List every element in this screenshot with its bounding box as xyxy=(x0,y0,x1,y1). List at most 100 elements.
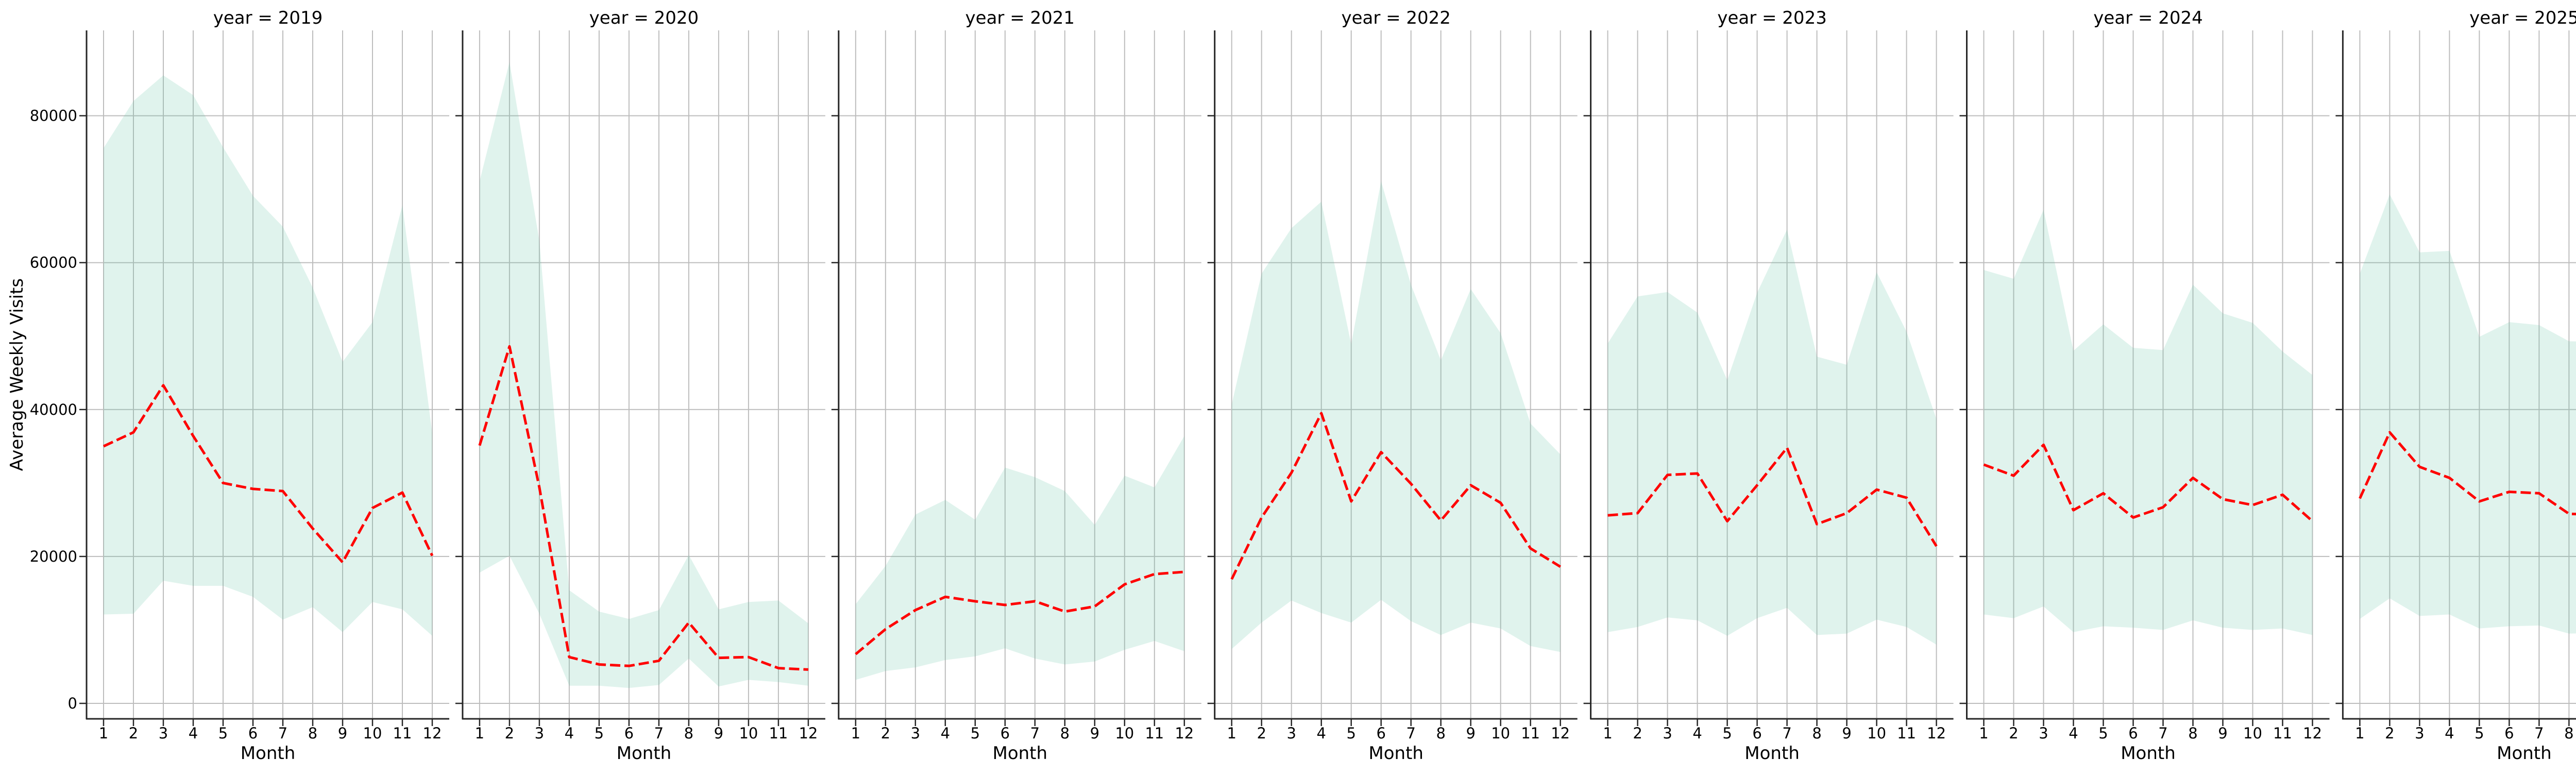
x-tick-label: 9 xyxy=(1090,725,1099,742)
x-tick-label: 6 xyxy=(1752,725,1761,742)
x-tick-label: 12 xyxy=(1175,725,1194,742)
percentile-band xyxy=(479,62,808,688)
x-tick-label: 5 xyxy=(971,725,980,742)
panel-title: year = 2020 xyxy=(589,8,699,28)
x-tick-label: 7 xyxy=(2534,725,2544,742)
panel-title: year = 2023 xyxy=(1717,8,1826,28)
percentile-band xyxy=(104,75,432,636)
x-tick-label: 10 xyxy=(2243,725,2262,742)
x-tick-label: 2 xyxy=(505,725,514,742)
x-tick-label: 9 xyxy=(1466,725,1475,742)
x-tick-label: 1 xyxy=(851,725,860,742)
median-line xyxy=(478,345,809,671)
x-tick-label: 6 xyxy=(1001,725,1010,742)
percentile-band xyxy=(1607,229,1937,645)
panel-title: year = 2025 xyxy=(2469,8,2576,28)
x-tick-label: 5 xyxy=(1346,725,1355,742)
median-line xyxy=(2359,431,2576,516)
x-tick-label: 3 xyxy=(2039,725,2048,742)
y-tick-label: 0 xyxy=(68,695,77,712)
x-tick-label: 4 xyxy=(2445,725,2454,742)
x-axis-label: Month xyxy=(2497,743,2552,764)
x-tick-label: 7 xyxy=(1030,725,1040,742)
x-tick-label: 7 xyxy=(654,725,664,742)
y-axis-label: Average Weekly Visits xyxy=(7,278,27,471)
x-tick-label: 3 xyxy=(159,725,168,742)
x-tick-label: 9 xyxy=(338,725,347,742)
x-tick-label: 1 xyxy=(1979,725,1988,742)
x-tick-label: 1 xyxy=(99,725,108,742)
x-tick-label: 11 xyxy=(2273,725,2292,742)
percentile-band xyxy=(2360,194,2576,634)
x-tick-label: 3 xyxy=(911,725,920,742)
x-tick-label: 11 xyxy=(1521,725,1540,742)
x-tick-label: 3 xyxy=(535,725,544,742)
x-tick-label: 8 xyxy=(308,725,317,742)
x-tick-label: 9 xyxy=(714,725,723,742)
x-tick-label: 2 xyxy=(1633,725,1642,742)
x-tick-label: 11 xyxy=(1145,725,1164,742)
x-tick-label: 5 xyxy=(595,725,604,742)
panel-title: year = 2021 xyxy=(965,8,1075,28)
x-tick-label: 11 xyxy=(1897,725,1916,742)
x-tick-label: 4 xyxy=(565,725,574,742)
x-tick-label: 2 xyxy=(129,725,138,742)
x-tick-label: 4 xyxy=(189,725,198,742)
x-tick-label: 1 xyxy=(1227,725,1236,742)
median-line xyxy=(1983,443,2314,523)
y-tick-label: 20000 xyxy=(30,548,77,565)
x-tick-label: 5 xyxy=(2098,725,2108,742)
x-tick-label: 5 xyxy=(2475,725,2484,742)
x-tick-label: 1 xyxy=(1603,725,1612,742)
x-tick-label: 7 xyxy=(1406,725,1415,742)
x-tick-label: 2 xyxy=(2385,725,2394,742)
percentile-band xyxy=(1231,181,1561,652)
percentile-band xyxy=(1984,210,2313,635)
x-tick-label: 3 xyxy=(1663,725,1672,742)
percentile-band xyxy=(855,436,1184,680)
x-axis-label: Month xyxy=(993,743,1048,764)
panel-title: year = 2024 xyxy=(2093,8,2202,28)
median-line xyxy=(855,570,1184,655)
x-tick-label: 10 xyxy=(1115,725,1134,742)
x-tick-label: 10 xyxy=(1491,725,1510,742)
x-tick-label: 1 xyxy=(475,725,484,742)
x-axis-label: Month xyxy=(241,743,296,764)
x-axis-label: Month xyxy=(1744,743,1800,764)
x-tick-label: 6 xyxy=(2128,725,2138,742)
x-tick-label: 6 xyxy=(248,725,258,742)
x-tick-label: 12 xyxy=(1551,725,1570,742)
panel-title: year = 2019 xyxy=(213,8,323,28)
median-line xyxy=(1230,412,1562,580)
x-tick-label: 3 xyxy=(1286,725,1296,742)
x-tick-label: 3 xyxy=(2415,725,2424,742)
x-tick-label: 9 xyxy=(2218,725,2227,742)
x-tick-label: 5 xyxy=(218,725,228,742)
x-tick-label: 2 xyxy=(2009,725,2018,742)
x-tick-label: 9 xyxy=(1842,725,1851,742)
x-tick-label: 7 xyxy=(2158,725,2167,742)
x-tick-label: 6 xyxy=(1376,725,1385,742)
x-tick-label: 8 xyxy=(1060,725,1070,742)
x-axis-label: Month xyxy=(617,743,672,764)
x-tick-label: 5 xyxy=(1722,725,1732,742)
x-tick-label: 7 xyxy=(1782,725,1791,742)
x-tick-label: 12 xyxy=(799,725,818,742)
x-tick-label: 6 xyxy=(2504,725,2514,742)
x-tick-label: 10 xyxy=(739,725,758,742)
x-tick-label: 10 xyxy=(363,725,382,742)
x-axis-label: Month xyxy=(1368,743,1423,764)
x-tick-label: 1 xyxy=(2355,725,2364,742)
panel-title: year = 2022 xyxy=(1341,8,1450,28)
x-tick-label: 2 xyxy=(1257,725,1266,742)
x-tick-label: 8 xyxy=(684,725,693,742)
x-tick-label: 4 xyxy=(941,725,950,742)
